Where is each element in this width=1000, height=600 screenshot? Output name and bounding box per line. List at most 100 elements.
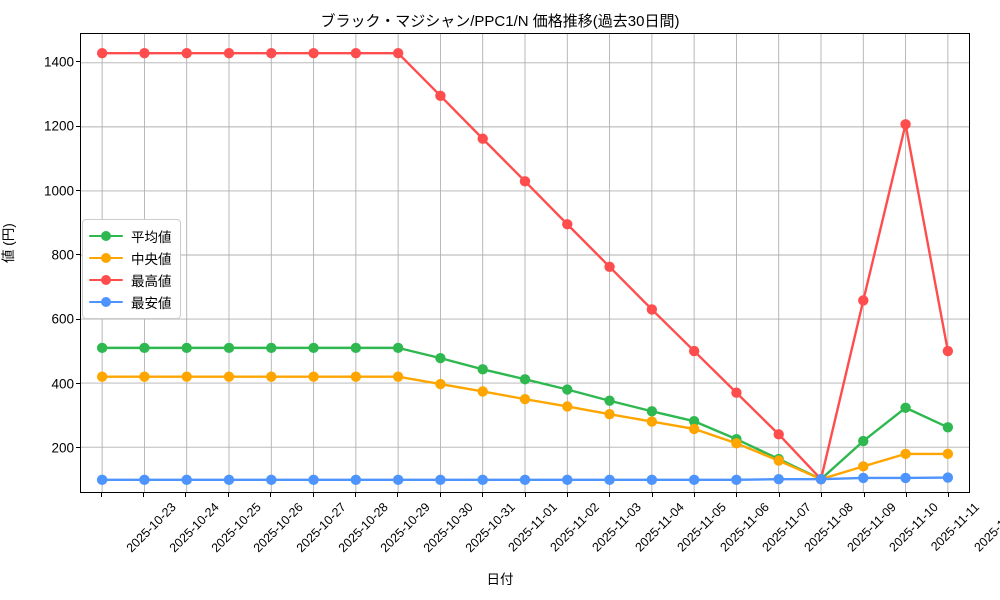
x-tick-mark [354,493,356,497]
x-tick-mark [863,493,865,497]
legend-color-swatch [89,252,123,264]
legend-item[interactable]: 平均値 [89,225,172,247]
data-point-marker [308,371,319,382]
data-point-marker [139,371,150,382]
data-point-marker [646,416,658,427]
y-tick-mark [76,254,80,256]
data-point-marker [815,474,827,485]
data-point-marker [435,352,446,364]
data-point-marker [942,448,954,460]
data-point-marker [731,387,742,398]
data-point-marker [308,474,319,486]
data-point-marker [96,371,108,382]
series-lines [96,48,954,486]
data-point-marker [942,345,954,357]
data-point-marker [96,474,108,486]
data-point-marker [139,474,150,486]
data-point-marker [96,342,108,354]
y-tick-label: 400 [51,376,74,392]
data-point-marker [266,342,277,354]
legend-item-label: 最高値 [131,274,172,289]
y-tick-mark [76,447,80,449]
data-point-marker [858,461,869,472]
x-tick-mark [821,493,823,497]
chart-legend: 平均値中央値最高値最安値 [82,219,181,319]
data-point-marker [604,408,615,420]
legend-item[interactable]: 中央値 [89,247,172,269]
legend-item-label: 最安値 [131,296,172,311]
legend-color-swatch [89,274,123,286]
x-tick-mark [694,493,696,497]
data-point-marker [688,423,700,435]
data-point-marker [139,342,150,354]
data-point-marker [688,345,700,357]
data-point-marker [181,474,192,486]
y-tick-label: 600 [51,311,74,327]
data-point-marker [477,474,488,486]
y-tick-mark [76,383,80,385]
data-point-marker [646,406,658,417]
x-tick-mark [143,493,145,497]
y-tick-mark [76,61,80,63]
data-point-marker [223,48,235,59]
data-point-marker [223,371,235,382]
plot-area [80,33,970,493]
data-point-marker [350,371,362,382]
y-tick-mark [76,318,80,320]
y-tick-label: 1200 [43,118,74,134]
data-point-marker [477,386,488,397]
y-tick-label: 800 [51,247,74,263]
y-tick-labels: 200 400 600 800 1000 1200 1400 [0,33,1000,493]
legend-item-label: 平均値 [131,230,172,245]
legend-item[interactable]: 最安値 [89,291,172,313]
data-point-marker [477,364,488,375]
data-point-marker [562,474,573,486]
data-point-marker [308,342,319,354]
x-tick-mark [100,493,102,497]
data-point-marker [900,119,911,130]
legend-item[interactable]: 最高値 [89,269,172,291]
data-point-marker [604,395,615,406]
x-tick-mark [905,493,907,497]
y-tick-mark [76,190,80,192]
legend-color-swatch [89,230,123,242]
data-point-marker [731,438,742,449]
data-point-marker [900,448,911,460]
data-point-marker [392,342,404,354]
data-point-marker [477,133,488,144]
data-point-marker [350,342,362,354]
x-tick-mark [439,493,441,497]
x-tick-mark [609,493,611,497]
data-point-marker [942,472,954,483]
plot-svg [81,34,969,492]
data-point-marker [181,371,192,382]
chart-title: ブラック・マジシャン/PPC1/N 価格推移(過去30日間) [320,13,680,30]
data-point-marker [139,48,150,59]
data-point-marker [435,474,446,486]
y-tick-label: 1400 [43,54,74,70]
data-point-marker [646,304,658,315]
x-axis-label: 日付 [486,572,514,587]
gridlines [81,34,969,492]
x-tick-mark [482,493,484,497]
x-tick-mark [312,493,314,497]
data-point-marker [223,474,235,486]
x-tick-mark [948,493,950,497]
x-tick-mark [397,493,399,497]
y-tick-label: 200 [51,440,74,456]
data-point-marker [858,435,869,447]
data-point-marker [435,90,446,101]
data-point-marker [519,176,531,187]
data-point-marker [731,474,742,486]
data-point-marker [646,474,658,486]
data-point-marker [350,474,362,486]
x-tick-mark [778,493,780,497]
x-tick-mark [227,493,229,497]
data-point-marker [392,474,404,486]
data-point-marker [519,393,531,405]
data-point-marker [519,374,531,385]
data-point-marker [604,261,615,273]
data-point-marker [688,416,700,427]
legend-item-label: 中央値 [131,252,172,267]
